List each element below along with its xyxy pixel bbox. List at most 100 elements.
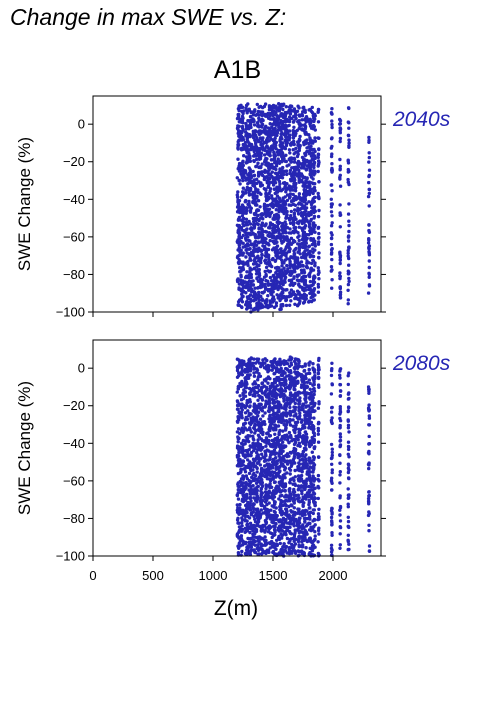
data-point bbox=[288, 369, 293, 373]
data-point bbox=[283, 495, 287, 499]
data-point bbox=[279, 171, 283, 176]
data-point bbox=[254, 418, 259, 422]
data-point bbox=[253, 108, 257, 112]
data-point bbox=[247, 302, 251, 307]
data-point bbox=[297, 180, 301, 184]
data-point bbox=[235, 205, 240, 209]
data-point bbox=[240, 487, 245, 492]
data-point bbox=[367, 251, 371, 255]
data-point bbox=[237, 450, 241, 455]
data-point bbox=[244, 291, 248, 295]
data-point bbox=[246, 263, 250, 267]
data-point bbox=[262, 283, 267, 287]
data-point bbox=[253, 235, 258, 239]
data-point bbox=[272, 297, 276, 302]
data-point bbox=[367, 272, 371, 277]
data-point bbox=[244, 217, 249, 221]
y-tick-label: −20 bbox=[63, 154, 85, 169]
data-point bbox=[329, 146, 333, 150]
data-point bbox=[262, 237, 267, 242]
data-point bbox=[283, 120, 288, 124]
data-point bbox=[305, 184, 309, 188]
data-point bbox=[258, 424, 262, 429]
data-point bbox=[251, 216, 256, 221]
data-point bbox=[251, 361, 255, 365]
data-point bbox=[254, 529, 259, 534]
data-point bbox=[247, 516, 252, 520]
data-point bbox=[304, 216, 308, 220]
data-point bbox=[236, 190, 240, 194]
data-point bbox=[257, 273, 262, 278]
data-point bbox=[248, 232, 253, 237]
data-point bbox=[251, 283, 255, 287]
data-point bbox=[347, 106, 351, 111]
data-point bbox=[274, 167, 278, 172]
data-point bbox=[296, 488, 300, 492]
data-point bbox=[300, 491, 304, 496]
data-point bbox=[236, 303, 240, 307]
data-point bbox=[296, 212, 301, 216]
data-point bbox=[237, 411, 241, 415]
data-point bbox=[283, 389, 288, 393]
data-point bbox=[330, 122, 334, 127]
data-point bbox=[268, 154, 272, 158]
data-point bbox=[304, 180, 308, 184]
data-point bbox=[263, 246, 267, 250]
data-point bbox=[259, 258, 263, 262]
data-point bbox=[245, 510, 249, 515]
data-point bbox=[311, 191, 315, 196]
data-point bbox=[252, 496, 256, 500]
data-point bbox=[255, 150, 260, 155]
data-point bbox=[263, 223, 267, 228]
data-point bbox=[256, 410, 261, 414]
data-point bbox=[249, 142, 254, 147]
data-point bbox=[330, 125, 334, 130]
data-point bbox=[307, 220, 311, 224]
data-point bbox=[252, 245, 256, 250]
data-point bbox=[243, 390, 247, 394]
data-point bbox=[235, 223, 240, 227]
data-point bbox=[338, 225, 342, 229]
data-point bbox=[303, 249, 307, 253]
data-point bbox=[296, 538, 300, 542]
data-point bbox=[367, 160, 371, 164]
data-point bbox=[266, 281, 270, 286]
data-point bbox=[255, 497, 260, 501]
data-point bbox=[255, 488, 259, 492]
data-point bbox=[258, 442, 263, 447]
data-point bbox=[297, 402, 301, 406]
data-point bbox=[283, 253, 288, 257]
data-point bbox=[266, 184, 271, 188]
data-point bbox=[312, 163, 316, 167]
data-point bbox=[273, 525, 277, 529]
data-point bbox=[291, 290, 296, 294]
data-point bbox=[256, 519, 261, 524]
data-point bbox=[288, 227, 292, 231]
data-point bbox=[260, 305, 264, 310]
data-point bbox=[259, 476, 263, 481]
data-point bbox=[276, 375, 281, 380]
data-point bbox=[308, 169, 312, 173]
data-point bbox=[347, 202, 351, 206]
data-point bbox=[299, 202, 304, 207]
data-point bbox=[276, 203, 281, 207]
data-point bbox=[259, 542, 263, 546]
data-point bbox=[287, 430, 292, 435]
data-point bbox=[235, 390, 239, 394]
data-point bbox=[338, 293, 342, 297]
data-point bbox=[239, 248, 243, 252]
data-point bbox=[283, 159, 287, 163]
data-point bbox=[303, 528, 307, 533]
data-point bbox=[276, 528, 280, 532]
data-point bbox=[317, 147, 321, 151]
data-point bbox=[296, 366, 300, 370]
data-point bbox=[291, 177, 295, 181]
data-point bbox=[338, 290, 343, 294]
data-point bbox=[291, 229, 295, 234]
data-point bbox=[247, 369, 252, 373]
data-point bbox=[248, 210, 253, 214]
data-point bbox=[296, 391, 300, 395]
data-point bbox=[245, 492, 249, 497]
data-point bbox=[277, 286, 281, 290]
data-point bbox=[267, 132, 271, 136]
